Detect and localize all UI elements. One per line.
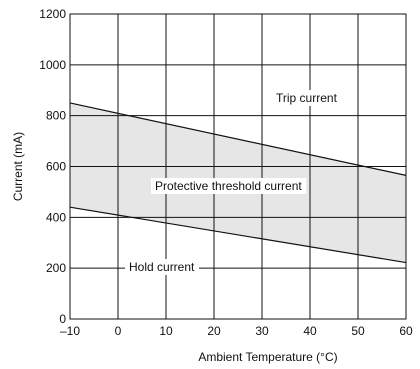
y-tick-label: 400 [46, 210, 66, 224]
y-tick-label: 0 [59, 312, 66, 326]
x-tick-label: 30 [255, 324, 269, 338]
y-tick-label: 800 [46, 109, 66, 123]
plot-frame [69, 13, 407, 320]
x-tick-label: 10 [159, 324, 173, 338]
trip-current-line [69, 102, 407, 176]
y-tick-label: 1200 [39, 7, 66, 21]
band-label-bg [151, 178, 307, 194]
hold-label-bg [125, 259, 200, 275]
hold-current-label: Hold current [129, 260, 195, 274]
y-tick-label: 200 [46, 261, 66, 275]
y-tick-label: 1000 [39, 58, 66, 72]
x-tick-label: –10 [60, 324, 80, 338]
protective-threshold-label: Protective threshold current [155, 179, 302, 193]
trip-label-bg [272, 90, 342, 106]
y-tick-labels: 0 200 400 600 800 1000 1200 [39, 7, 66, 326]
x-tick-label: 20 [207, 324, 221, 338]
x-tick-label: 0 [115, 324, 122, 338]
hold-current-line [69, 206, 407, 264]
grid [69, 13, 407, 320]
x-tick-labels: –10 0 10 20 30 40 50 60 [60, 324, 413, 338]
x-tick-label: 40 [303, 324, 317, 338]
x-tick-label: 50 [351, 324, 365, 338]
trip-current-label: Trip current [276, 91, 338, 105]
y-axis-label: Current (mA) [11, 132, 25, 201]
x-axis-label: Ambient Temperature (°C) [198, 350, 337, 364]
y-tick-label: 600 [46, 160, 66, 174]
x-tick-label: 60 [399, 324, 413, 338]
